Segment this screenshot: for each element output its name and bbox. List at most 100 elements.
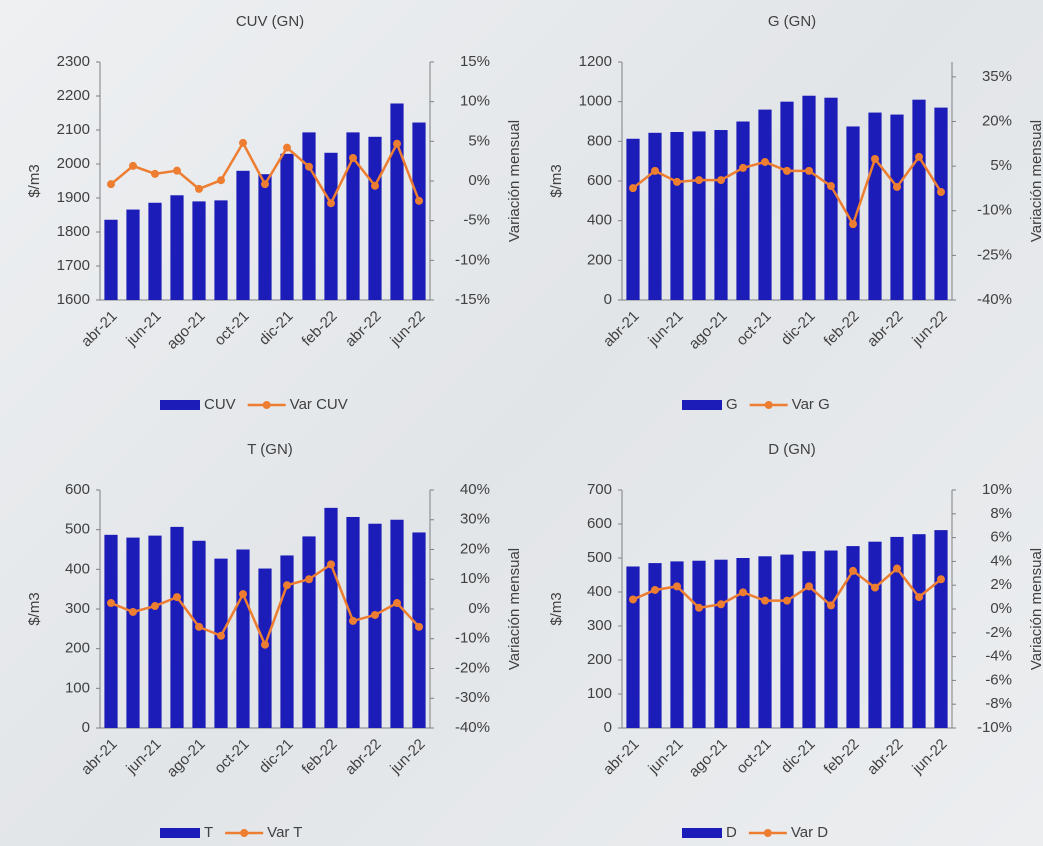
y-axis-label: $/m3 (26, 164, 43, 197)
line-point (327, 199, 335, 208)
y-tick-label: 600 (65, 481, 90, 498)
line-point (629, 184, 637, 193)
x-tick-label: ago-21 (164, 736, 209, 781)
bar (934, 107, 948, 300)
x-tick-label: oct-21 (733, 736, 775, 778)
bar (626, 138, 640, 300)
bar (148, 535, 162, 728)
x-tick-label: abr-21 (78, 308, 121, 351)
y-axis-label: $/m3 (548, 592, 565, 625)
y-tick-label: 400 (587, 583, 612, 600)
bar (104, 534, 118, 728)
line-point (805, 166, 813, 175)
y-tick-label: 600 (587, 515, 612, 532)
line-point (893, 182, 901, 191)
x-tick-label: dic-21 (256, 736, 297, 777)
bar (736, 121, 750, 300)
bar (280, 555, 294, 728)
line-point (151, 602, 159, 611)
legend-label: T (204, 824, 213, 841)
y2-tick-label: -10% (977, 202, 1012, 219)
bar (692, 131, 706, 300)
bar (236, 170, 250, 300)
x-tick-label: jun-21 (644, 308, 686, 350)
y2-tick-label: -30% (455, 689, 490, 706)
y2-tick-label: 10% (460, 93, 490, 110)
bar (192, 540, 206, 728)
y-tick-label: 1000 (579, 93, 612, 110)
y2-tick-label: -10% (977, 719, 1012, 736)
x-tick-label: jun-22 (386, 308, 428, 350)
y2-tick-label: -5% (463, 212, 490, 229)
x-tick-label: abr-21 (78, 736, 121, 779)
y-tick-label: 2300 (57, 53, 90, 70)
line-point (393, 599, 401, 608)
line-point (327, 560, 335, 569)
bar (324, 152, 338, 300)
y2-tick-label: -15% (455, 291, 490, 308)
legend-swatch (763, 829, 772, 837)
chart-panel: D (GN) $/m3 Variación mensual 0 100 200 300 400… (548, 441, 1043, 841)
y-tick-label: 0 (604, 719, 612, 736)
line-point (305, 575, 313, 584)
chart-panel: T (GN) $/m3 Variación mensual 0 100 200 300 400… (26, 441, 523, 841)
bar (780, 101, 794, 301)
line-point (283, 143, 291, 152)
bar (670, 132, 684, 300)
bar (368, 523, 382, 728)
y2-tick-label: -2% (985, 624, 1012, 641)
bar (824, 97, 838, 300)
y2-tick-label: 15% (460, 53, 490, 70)
x-tick-label: oct-21 (211, 308, 253, 350)
x-tick-label: ago-21 (686, 736, 731, 781)
line-point (915, 152, 923, 161)
line-point (739, 163, 747, 172)
y2-tick-label: -4% (985, 648, 1012, 665)
bar (890, 536, 904, 728)
x-tick-label: feb-22 (299, 308, 341, 350)
line-point (849, 220, 857, 229)
y-tick-label: 1700 (57, 257, 90, 274)
bar (302, 132, 316, 300)
line-point (717, 176, 725, 185)
x-tick-label: abr-21 (600, 308, 643, 351)
y-tick-label: 500 (65, 521, 90, 538)
x-tick-label: oct-21 (211, 736, 253, 778)
bar (736, 558, 750, 728)
legend-swatch (240, 829, 249, 837)
y-tick-label: 1900 (57, 189, 90, 206)
y2-axis-label: Variación mensual (1028, 120, 1043, 242)
bar (390, 103, 404, 300)
line-point (805, 582, 813, 591)
y-tick-label: 200 (65, 640, 90, 657)
line-point (239, 138, 247, 147)
line-point (739, 588, 747, 597)
legend-swatch (262, 401, 271, 409)
y-tick-label: 1800 (57, 223, 90, 240)
chart-panel: G (GN) $/m3 Variación mensual 0 200 400 600 800… (548, 13, 1043, 413)
line-point (217, 631, 225, 640)
y-tick-label: 300 (65, 600, 90, 617)
y2-tick-label: -10% (455, 630, 490, 647)
x-tick-label: dic-21 (778, 736, 819, 777)
y2-tick-label: 0% (990, 600, 1012, 617)
legend-label: CUV (204, 396, 236, 413)
x-tick-label: jun-22 (908, 736, 950, 778)
bar (346, 132, 360, 300)
y-tick-label: 1200 (579, 53, 612, 70)
y-tick-label: 100 (65, 679, 90, 696)
x-tick-label: jun-22 (386, 736, 428, 778)
bar (912, 534, 926, 728)
bar (868, 541, 882, 728)
chart-title: T (GN) (247, 441, 293, 458)
line-point (283, 581, 291, 590)
x-tick-label: abr-22 (864, 736, 907, 779)
y-tick-label: 100 (587, 685, 612, 702)
line-point (783, 166, 791, 175)
y-tick-label: 0 (604, 291, 612, 308)
legend-label: D (726, 824, 737, 841)
x-tick-label: oct-21 (733, 308, 775, 350)
legend-label: Var CUV (290, 396, 348, 413)
line-point (217, 176, 225, 185)
y2-tick-label: 10% (460, 570, 490, 587)
